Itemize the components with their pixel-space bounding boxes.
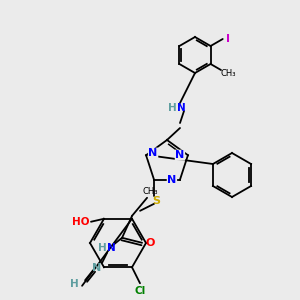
Text: CH₃: CH₃ xyxy=(142,187,158,196)
Text: H: H xyxy=(70,279,78,289)
Text: N: N xyxy=(148,148,158,158)
Text: H: H xyxy=(168,103,176,113)
Text: N: N xyxy=(92,263,102,273)
Text: N: N xyxy=(175,150,184,160)
Text: N: N xyxy=(167,175,177,185)
Text: S: S xyxy=(152,196,160,206)
Text: HO: HO xyxy=(72,217,90,227)
Text: N: N xyxy=(107,243,116,253)
Text: O: O xyxy=(146,238,155,248)
Text: Cl: Cl xyxy=(134,286,146,296)
Text: I: I xyxy=(226,34,230,44)
Text: H: H xyxy=(98,243,106,253)
Text: CH₃: CH₃ xyxy=(220,68,236,77)
Text: N: N xyxy=(177,103,185,113)
